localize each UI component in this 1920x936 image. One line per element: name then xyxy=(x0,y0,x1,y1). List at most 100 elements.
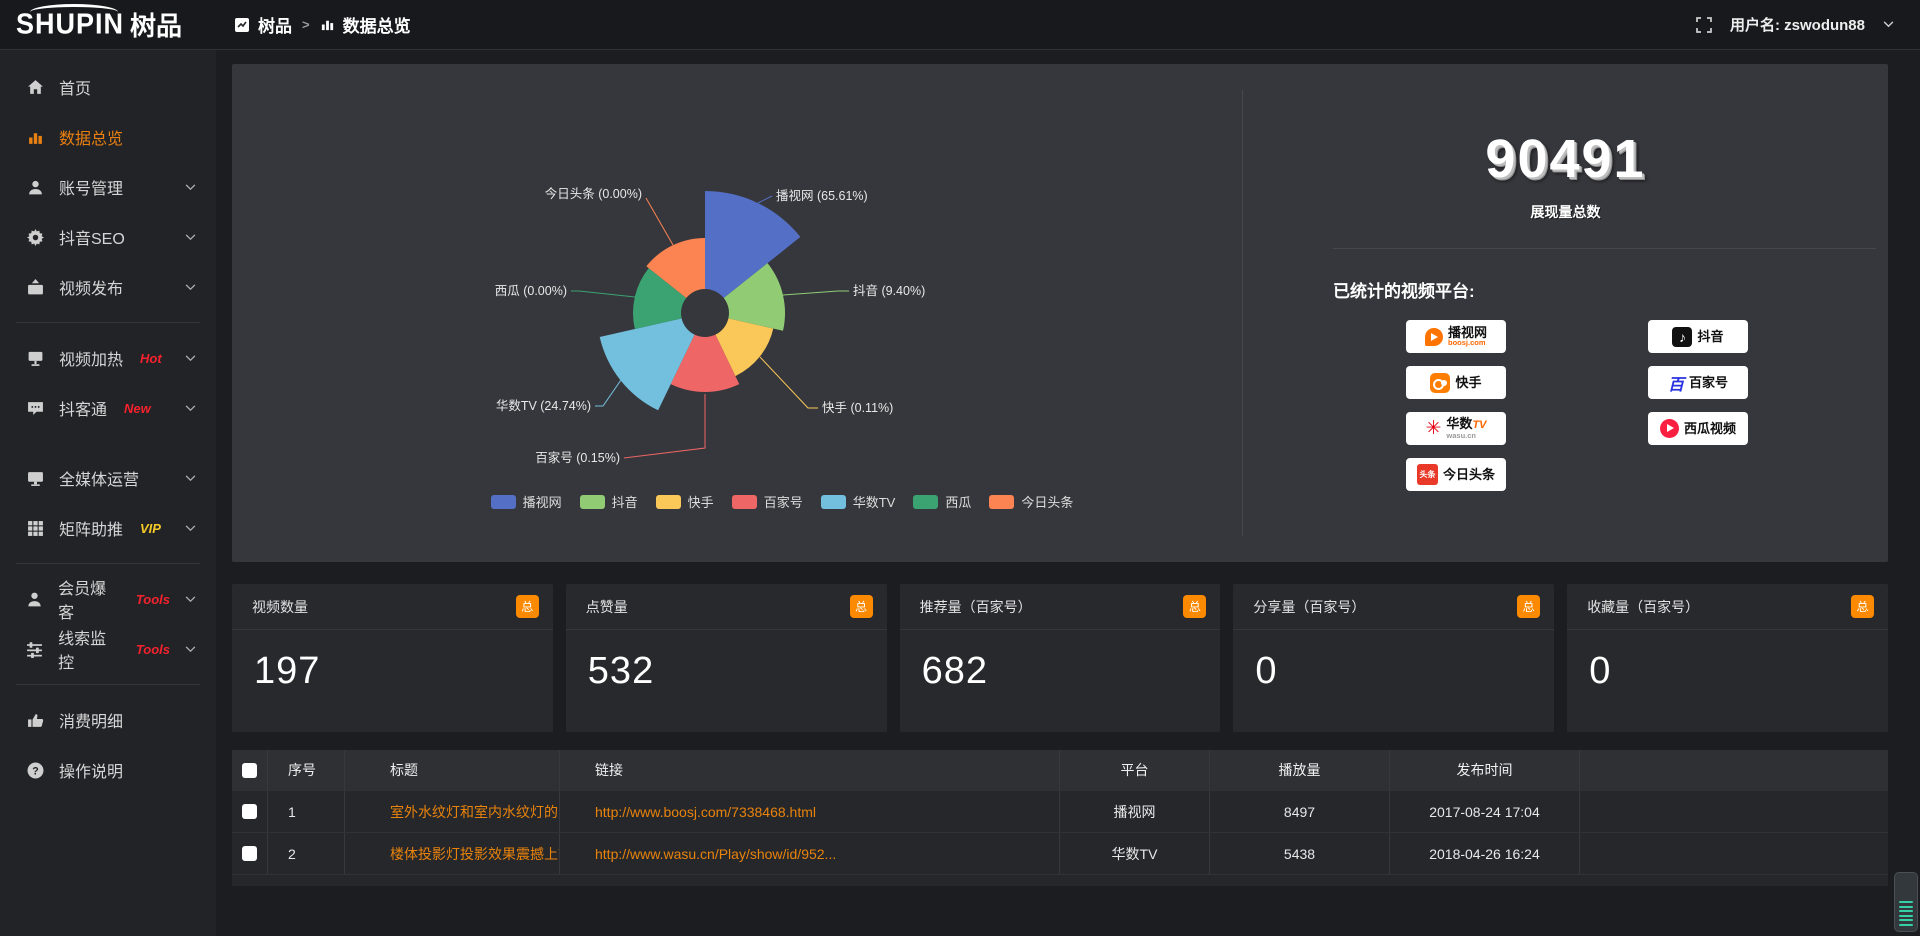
legend-item-今日头条[interactable]: 今日头条 xyxy=(989,492,1073,511)
stat-card-收藏量（百家号）: 收藏量（百家号） 总 0 xyxy=(1567,584,1888,732)
platform-badge-快手: 快手 xyxy=(1406,366,1506,399)
monitor-icon xyxy=(26,470,44,487)
pie-label-今日头条: 今日头条 (0.00%) xyxy=(545,186,642,201)
table-header-平台: 平台 xyxy=(1060,750,1210,790)
table-row: 1 室外水纹灯和室内水纹灯的区别和简介 http://www.boosj.com/7… xyxy=(232,790,1888,832)
pie-slice-抖音[interactable] xyxy=(723,263,785,331)
bar-chart-icon xyxy=(26,129,44,146)
cell-index: 2 xyxy=(268,833,345,874)
legend-item-西瓜[interactable]: 西瓜 xyxy=(913,492,971,511)
pie-label-西瓜: 西瓜 (0.00%) xyxy=(495,284,567,298)
fullscreen-icon[interactable] xyxy=(1696,16,1712,33)
main-content: 抖音seo数据全媒体运营数据询盘数据 播视网 (65.61%)抖音 (9.40%… xyxy=(216,0,1920,886)
pie-slice-播视网[interactable] xyxy=(705,191,801,299)
stat-card-推荐量（百家号）: 推荐量（百家号） 总 682 xyxy=(899,584,1221,732)
user-menu[interactable]: 用户名: zswodun88 xyxy=(1730,14,1865,35)
rose-pie-chart: 播视网 (65.61%) 抖音 (9.40%) 快手 (0.11%) 百家号 (0.1… xyxy=(232,64,1242,562)
video-title-link[interactable]: 室外水纹灯和室内水纹灯的区别和简介 xyxy=(390,803,559,820)
pie-label-播视网: 播视网 (65.61%) xyxy=(776,188,868,203)
stat-card-value: 197 xyxy=(254,650,321,692)
sidebar-badge-Tools: Tools xyxy=(135,641,170,657)
sidebar-item-矩阵助推[interactable]: 矩阵助推 VIP xyxy=(0,503,216,553)
stat-card-分享量（百家号）: 分享量（百家号） 总 0 xyxy=(1233,584,1555,732)
platform-badge-label: 抖音 xyxy=(1697,328,1724,344)
pie-slice-华数TV[interactable] xyxy=(599,318,695,411)
sidebar-item-首页[interactable]: 首页 xyxy=(0,62,216,112)
sidebar-item-全媒体运营[interactable]: 全媒体运营 xyxy=(0,453,216,503)
pie-label-line xyxy=(623,394,706,459)
logo-arc-decoration xyxy=(30,4,118,20)
pie-label-line xyxy=(595,379,622,407)
grid-icon xyxy=(26,520,44,537)
legend-item-华数TV[interactable]: 华数TV xyxy=(820,492,896,511)
total-badge[interactable]: 总 xyxy=(1850,595,1874,618)
breadcrumb-root[interactable]: 树品 xyxy=(258,17,292,36)
sidebar-item-视频加热[interactable]: 视频加热 Hot xyxy=(0,333,216,383)
legend-item-抖音[interactable]: 抖音 xyxy=(579,492,638,511)
chevron-down-icon[interactable] xyxy=(1883,21,1894,28)
total-badge[interactable]: 总 xyxy=(1517,595,1541,618)
sidebar-item-操作说明[interactable]: ? 操作说明 xyxy=(0,745,216,795)
pie-slice-百家号[interactable] xyxy=(670,334,740,392)
summary-panel: 90491 展现量总数 已统计的视频平台: 播视网 boosj.com ♪ 抖音 快手 百… xyxy=(1243,64,1888,562)
sidebar-item-抖音SEO[interactable]: 抖音SEO xyxy=(0,212,216,262)
breadcrumb-current[interactable]: 数据总览 xyxy=(342,17,411,36)
chevron-down-icon xyxy=(185,283,196,291)
video-url-link[interactable]: http://www.boosj.com/7338468.html xyxy=(595,803,817,820)
total-badge[interactable]: 总 xyxy=(849,595,873,618)
table-header-row: 序号 标题 链接 平台 播放量 发布时间 xyxy=(232,750,1888,790)
stat-card-value: 0 xyxy=(1589,650,1612,692)
sidebar-item-线索监控[interactable]: 线索监控 Tools xyxy=(0,624,216,674)
cell-link: http://www.wasu.cn/Play/show/id/952... xyxy=(560,833,1060,874)
sidebar-item-label: 抖客通 xyxy=(59,402,108,419)
table-header-select[interactable] xyxy=(232,750,268,790)
sidebar-item-视频发布[interactable]: 视频发布 xyxy=(0,262,216,312)
cell-date: 2018-04-26 16:24 xyxy=(1390,833,1580,874)
legend-item-播视网[interactable]: 播视网 xyxy=(490,492,562,511)
sidebar-item-label: 矩阵助推 xyxy=(59,522,124,539)
row-checkbox[interactable] xyxy=(242,846,257,861)
floating-scroll-widget[interactable] xyxy=(1894,872,1918,932)
select-all-checkbox[interactable] xyxy=(242,762,257,778)
table-header-链接: 链接 xyxy=(560,750,1060,790)
overview-panel: 播视网 (65.61%) 抖音 (9.40%) 快手 (0.11%) 百家号 (0.1… xyxy=(232,64,1888,562)
legend-swatch xyxy=(989,494,1015,509)
sidebar-item-抖客通[interactable]: 抖客通 New xyxy=(0,383,216,433)
cell-platform: 播视网 xyxy=(1060,791,1210,832)
app-logo[interactable]: SHUPIN 树品 xyxy=(0,0,216,49)
cell-date: 2017-08-24 17:04 xyxy=(1390,791,1580,832)
row-checkbox[interactable] xyxy=(242,804,257,819)
sidebar-item-数据总览[interactable]: 数据总览 xyxy=(0,112,216,162)
legend-item-百家号[interactable]: 百家号 xyxy=(731,492,803,511)
sidebar-divider xyxy=(16,563,200,564)
sidebar-divider xyxy=(16,684,200,685)
boosj-logo-icon xyxy=(1424,327,1443,346)
pie-slice-西瓜[interactable] xyxy=(633,268,687,330)
table-header-发布时间: 发布时间 xyxy=(1390,750,1580,790)
cell-link: http://www.boosj.com/7338468.html xyxy=(560,791,1060,832)
legend-label: 抖音 xyxy=(611,495,638,510)
pie-slice-今日头条[interactable] xyxy=(646,238,706,299)
chevron-down-icon xyxy=(185,524,196,532)
cell-title: 室外水纹灯和室内水纹灯的区别和简介 xyxy=(345,791,560,832)
pie-label-抖音: 抖音 (9.40%) xyxy=(853,283,925,298)
sidebar-item-会员爆客[interactable]: 会员爆客 Tools xyxy=(0,574,216,624)
baijiahao-logo-icon: 百 xyxy=(1667,376,1684,394)
stat-card-title: 分享量（百家号） xyxy=(1253,598,1366,615)
cell-filler xyxy=(1580,791,1888,832)
total-badge[interactable]: 总 xyxy=(1183,595,1207,618)
video-url-link[interactable]: http://www.wasu.cn/Play/show/id/952... xyxy=(595,845,837,862)
platform-badges-grid: 播视网 boosj.com ♪ 抖音 快手 百百家号 ✳ 华数TV wasu.cn 西瓜视频 头条今… xyxy=(1243,320,1888,510)
sidebar-item-消费明细[interactable]: 消费明细 xyxy=(0,695,216,745)
legend-label: 华数TV xyxy=(852,495,896,510)
pie-slice-快手[interactable] xyxy=(715,318,774,377)
total-badge[interactable]: 总 xyxy=(515,595,539,618)
legend-item-快手[interactable]: 快手 xyxy=(655,492,714,511)
sliders-icon xyxy=(26,641,43,658)
legend-label: 快手 xyxy=(687,495,714,510)
video-title-link[interactable]: 楼体投影灯投影效果震撼上市 xyxy=(390,845,560,862)
sidebar-item-账号管理[interactable]: 账号管理 xyxy=(0,162,216,212)
stat-card-title: 视频数量 xyxy=(252,598,308,615)
sidebar-spacer xyxy=(0,433,216,453)
